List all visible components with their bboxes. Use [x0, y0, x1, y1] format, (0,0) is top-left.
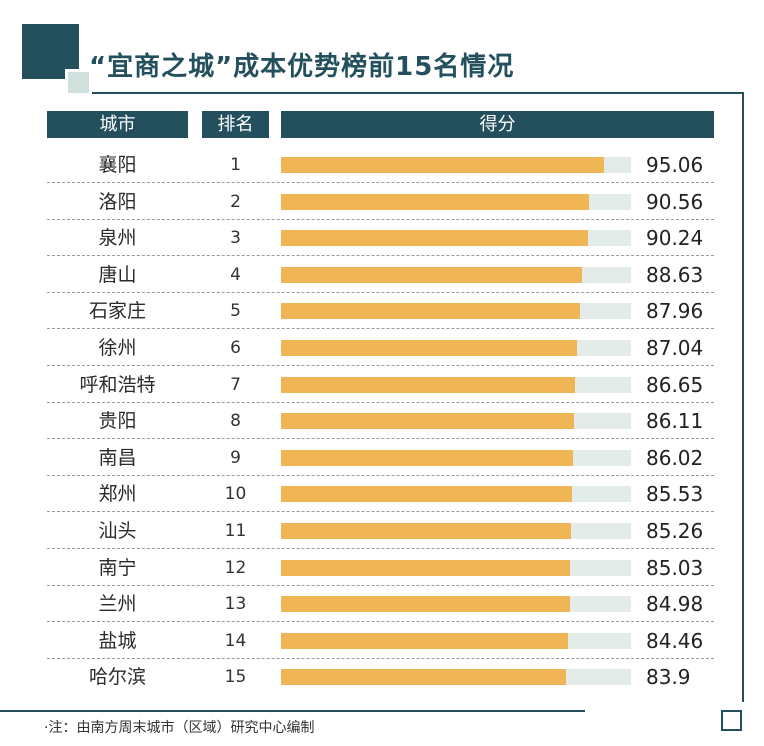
value-label: 86.11: [646, 409, 704, 434]
value-label: 84.98: [646, 592, 704, 617]
city-label: 徐州: [98, 337, 137, 359]
value-label: 87.96: [646, 299, 704, 324]
rank-label: 5: [230, 301, 241, 322]
rank-label: 6: [230, 338, 241, 358]
header-rank: 排名: [202, 111, 269, 138]
city-label: 襄阳: [98, 154, 137, 176]
rank-label: 13: [224, 594, 247, 615]
row-divider: [47, 474, 714, 476]
rank-label: 4: [230, 264, 241, 285]
value-label: 85.53: [646, 482, 704, 507]
row-divider: [47, 218, 714, 220]
city-label: 贵阳: [98, 410, 137, 433]
table-row: 石家庄 5 87.96: [0, 293, 764, 330]
value-label: 86.02: [646, 445, 704, 470]
city-label: 南宁: [98, 556, 137, 579]
decor-corner-box: [721, 710, 742, 731]
city-label: 唐山: [98, 263, 137, 286]
row-divider: [47, 401, 714, 403]
frame-top-line: [92, 92, 744, 94]
bar: [281, 376, 576, 393]
row-divider: [47, 548, 714, 549]
value-label: 90.24: [646, 226, 704, 251]
table-row: 郑州 10 85.53: [0, 476, 764, 513]
footnote: ·注：由南方周末城市（区域）研究中心编制: [44, 720, 315, 736]
rank-label: 3: [230, 228, 241, 249]
value-label: 84.46: [646, 628, 704, 653]
table-row: 呼和浩特 7 86.65: [0, 367, 764, 403]
city-label: 南昌: [98, 446, 137, 469]
bar: [281, 230, 588, 247]
bar: [281, 559, 570, 576]
table-row: 南昌 9 86.02: [0, 440, 764, 476]
table-row: 贵阳 8 86.11: [0, 403, 764, 440]
table-row: 哈尔滨 15 83.9: [0, 659, 764, 695]
bar: [281, 523, 571, 539]
value-label: 85.26: [646, 519, 704, 543]
city-label: 盐城: [98, 629, 137, 652]
value-label: 87.04: [646, 336, 704, 360]
rank-label: 12: [224, 557, 247, 578]
row-divider: [47, 365, 714, 366]
decor-light-square: [65, 69, 92, 96]
bar: [281, 669, 567, 686]
table-row: 洛阳 2 90.56: [0, 184, 764, 220]
table-row: 盐城 14 84.46: [0, 623, 764, 659]
table-row: 唐山 4 88.63: [0, 257, 764, 293]
city-label: 洛阳: [98, 190, 137, 213]
city-label: 泉州: [98, 227, 137, 250]
row-divider: [47, 511, 714, 513]
value-label: 85.03: [646, 555, 704, 580]
bar: [281, 596, 570, 613]
bar: [281, 340, 577, 356]
value-label: 95.06: [646, 153, 704, 177]
chart-title: “宜商之城”成本优势榜前15名情况: [89, 52, 515, 82]
city-label: 郑州: [98, 483, 137, 506]
value-label: 90.56: [646, 189, 704, 214]
table-row: 南宁 12 85.03: [0, 550, 764, 586]
value-label: 88.63: [646, 262, 704, 287]
rank-label: 8: [230, 411, 241, 432]
bar: [281, 266, 583, 283]
city-label: 石家庄: [88, 300, 146, 323]
bar: [281, 413, 574, 430]
bar: [281, 449, 574, 466]
row-divider: [47, 328, 714, 330]
city-label: 汕头: [98, 520, 137, 542]
bar: [281, 303, 580, 320]
row-divider: [47, 182, 714, 183]
frame-right-line: [742, 92, 744, 702]
row-divider: [47, 255, 714, 257]
bar: [281, 486, 572, 503]
rank-label: 10: [224, 484, 247, 505]
city-label: 哈尔滨: [88, 666, 146, 689]
city-label: 兰州: [98, 593, 137, 616]
rank-label: 2: [230, 191, 241, 212]
bar: [281, 193, 589, 210]
table-row: 兰州 13 84.98: [0, 586, 764, 623]
table-row: 襄阳 1 95.06: [0, 147, 764, 183]
row-divider: [47, 291, 714, 293]
city-label: 呼和浩特: [79, 373, 156, 396]
row-divider: [47, 584, 714, 586]
table-row: 徐州 6 87.04: [0, 330, 764, 366]
bar: [281, 632, 568, 649]
row-divider: [47, 438, 714, 440]
bar: [281, 157, 605, 173]
rank-label: 11: [224, 521, 247, 541]
rank-label: 14: [224, 630, 247, 651]
table-row: 泉州 3 90.24: [0, 220, 764, 257]
header-score: 得分: [281, 111, 714, 138]
row-divider: [47, 621, 714, 623]
table-row: 汕头 11 85.26: [0, 513, 764, 549]
header-city: 城市: [47, 111, 188, 138]
frame-bottom-line: [0, 710, 585, 712]
rank-label: 1: [230, 155, 241, 175]
rank-label: 15: [224, 667, 247, 688]
rank-label: 7: [230, 374, 241, 395]
value-label: 83.9: [646, 665, 691, 690]
value-label: 86.65: [646, 372, 704, 397]
row-divider: [47, 657, 714, 659]
rank-label: 9: [230, 447, 241, 468]
